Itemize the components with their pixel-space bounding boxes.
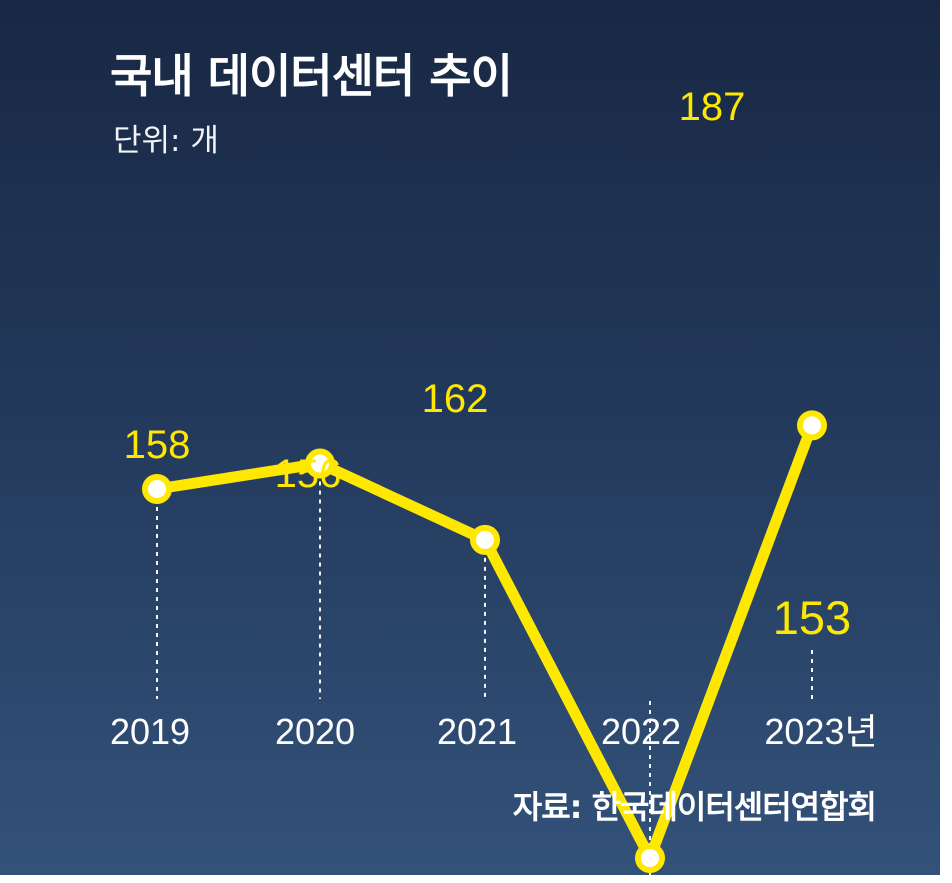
value-label-2020: 156 [275, 452, 342, 496]
value-label-2019: 158 [124, 423, 191, 467]
data-point-2020 [305, 448, 335, 479]
chart-title: 국내 데이터센터 추이 [110, 49, 513, 103]
data-point-2021 [470, 524, 500, 555]
data-point-2022 [635, 843, 665, 873]
data-points [142, 410, 827, 873]
unit-label: 단위: 개 [113, 123, 219, 159]
data-point-2023년 [797, 410, 827, 441]
x-label-2022: 2022 [601, 711, 681, 752]
x-axis-labels: 2019 2020 2021 2022 2023년 [110, 711, 878, 752]
value-label-2023년: 153 [773, 591, 851, 644]
x-label-2020: 2020 [275, 711, 355, 752]
x-label-2023년: 2023년 [764, 711, 877, 752]
chart-card: 국내 데이터센터 추이 단위: 개 158 156 162 187 153 2019 20… [0, 0, 940, 875]
x-label-2021: 2021 [437, 711, 517, 752]
value-labels: 158 156 162 187 153 [124, 85, 852, 644]
source-note: 자료: 한국데이터센터연합회 [512, 788, 877, 826]
data-point-2019 [142, 474, 172, 504]
value-label-2021: 162 [422, 377, 489, 421]
value-label-2022: 187 [679, 85, 746, 129]
line-chart: 158 156 162 187 153 2019 2020 2021 2022 2023년 [110, 85, 878, 873]
x-label-2019: 2019 [110, 711, 190, 752]
